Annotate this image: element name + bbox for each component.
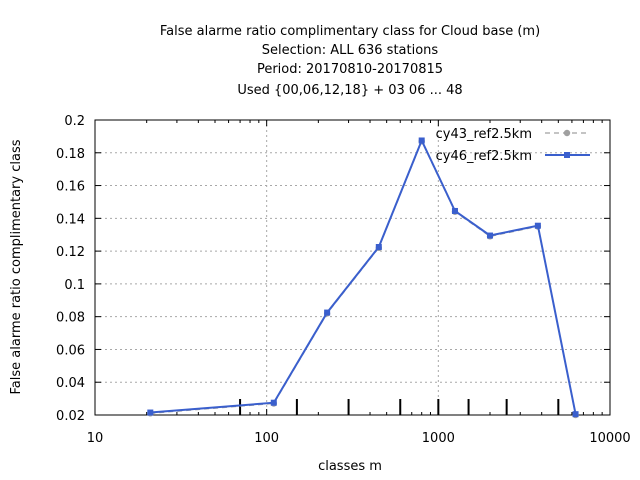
y-tick-label: 0.16 [56, 180, 85, 195]
chart-title: False alarme ratio complimentary class f… [160, 24, 540, 98]
legend-marker [563, 129, 571, 137]
data-point [572, 411, 579, 418]
y-tick-label: 0.18 [56, 147, 85, 162]
x-tick-label: 10000 [589, 431, 630, 446]
title-line-2: Selection: ALL 636 stations [262, 43, 439, 58]
y-axis-label: False alarme ratio complimentary class [9, 139, 24, 394]
x-axis-label: classes m [318, 459, 382, 474]
x-tick-label: 10 [87, 431, 104, 446]
y-tick-label: 0.14 [56, 212, 85, 227]
plot-frame [94, 119, 611, 416]
y-tick-label: 0.1 [64, 278, 85, 293]
legend: cy43_ref2.5km cy46_ref2.5km [436, 127, 590, 164]
x-axis: 10 100 1000 10000 [87, 120, 631, 446]
y-tick-label: 0.02 [56, 409, 85, 424]
series-line [150, 139, 577, 416]
x-tick-label: 1000 [422, 431, 455, 446]
series-group [147, 137, 579, 419]
legend-label: cy46_ref2.5km [436, 149, 532, 164]
data-point [270, 399, 277, 406]
y-tick-label: 0.12 [56, 245, 85, 260]
y-axis: 0.02 0.04 0.06 0.08 0.1 0.12 0.14 0.16 0.18 0.2 [56, 114, 610, 424]
y-tick-label: 0.06 [56, 343, 85, 358]
title-line-4: Used {00,06,12,18} + 03 06 ... 48 [237, 83, 462, 98]
series-cy43_ref2.5km [147, 138, 579, 419]
data-point [324, 309, 331, 316]
x-tick-label: 100 [254, 431, 279, 446]
data-point [534, 222, 541, 229]
legend-label: cy43_ref2.5km [436, 127, 532, 142]
data-point [487, 232, 494, 239]
y-tick-label: 0.04 [56, 376, 85, 391]
series-line [150, 138, 577, 415]
data-point [147, 409, 154, 416]
y-tick-label: 0.2 [64, 114, 85, 129]
title-line-1: False alarme ratio complimentary class f… [160, 24, 540, 39]
grid [94, 119, 611, 416]
series-cy46_ref2.5km [147, 137, 579, 418]
data-point [375, 244, 382, 251]
title-line-3: Period: 20170810-20170815 [257, 62, 443, 77]
y-tick-label: 0.08 [56, 311, 85, 326]
data-point [418, 137, 425, 144]
class-boundary-ticks [239, 399, 560, 415]
data-point [451, 207, 458, 214]
legend-marker [564, 152, 570, 158]
